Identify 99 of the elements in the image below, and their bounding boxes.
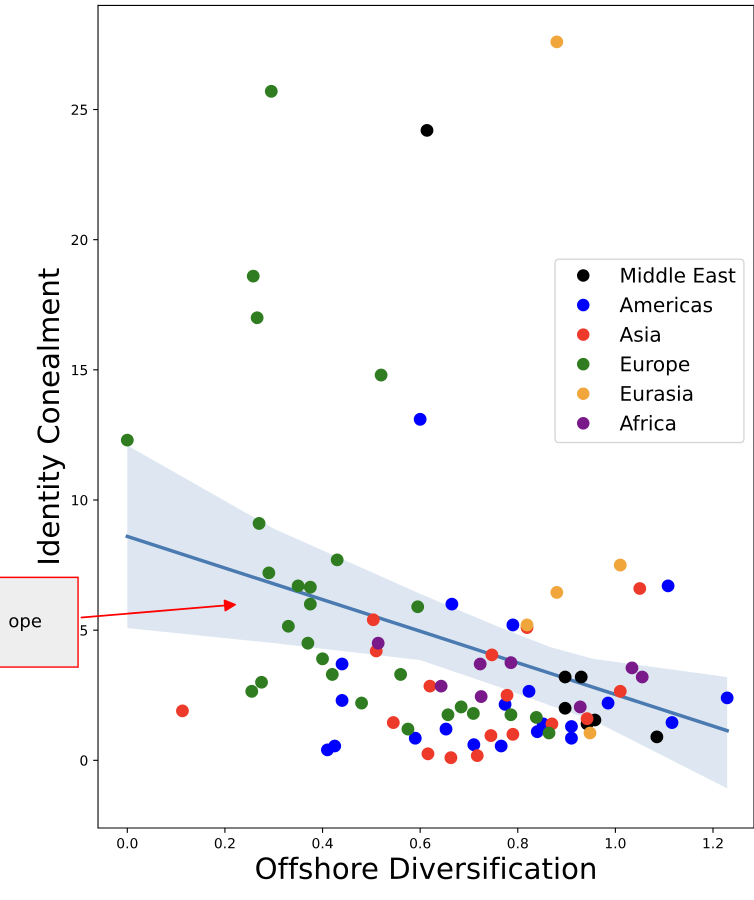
- x-tick-label: 1.0: [606, 838, 626, 848]
- x-tick-label: 0.2: [214, 838, 235, 848]
- point: [255, 676, 268, 689]
- point: [304, 598, 317, 611]
- point: [355, 696, 368, 710]
- point: [650, 730, 664, 744]
- point: [250, 311, 264, 324]
- legend-label: Americas: [620, 296, 712, 312]
- legend-label: Middle East: [621, 267, 736, 283]
- x-tick-label: 0.8: [508, 838, 528, 848]
- point: [626, 662, 638, 674]
- point: [522, 684, 536, 698]
- point: [120, 434, 134, 447]
- y-tick-label: 5: [80, 625, 88, 636]
- point: [326, 668, 339, 681]
- legend-label: Africa: [620, 415, 676, 431]
- point: [504, 656, 518, 670]
- y-tick-label: 25: [72, 104, 88, 115]
- point: [484, 729, 498, 742]
- point: [304, 580, 317, 594]
- point: [434, 680, 448, 693]
- text: ope: [9, 617, 41, 631]
- point: [565, 720, 578, 733]
- point: [424, 680, 436, 693]
- point: [574, 700, 587, 714]
- point: [374, 368, 388, 382]
- point: [466, 707, 480, 720]
- point: [442, 708, 454, 722]
- point: [504, 708, 518, 722]
- point: [584, 726, 596, 740]
- point: [246, 270, 260, 283]
- point: [262, 566, 276, 580]
- point: [662, 580, 674, 592]
- point: [614, 558, 627, 572]
- point: [558, 702, 572, 715]
- point: [500, 688, 514, 702]
- point: [366, 613, 380, 626]
- point: [506, 618, 520, 632]
- point: [330, 553, 344, 566]
- point: [414, 412, 427, 426]
- point: [550, 35, 564, 48]
- point: [408, 732, 422, 745]
- point: [666, 716, 678, 729]
- point: [633, 582, 646, 595]
- x-tick-label: 0.0: [117, 838, 138, 848]
- point: [372, 636, 385, 650]
- point: [720, 691, 734, 704]
- point: [558, 670, 572, 684]
- line-series: [126, 534, 729, 732]
- point: [454, 700, 468, 714]
- point: [444, 751, 458, 764]
- legend-label: Eurasia: [621, 385, 692, 402]
- point: [580, 712, 594, 726]
- point: [394, 668, 408, 681]
- point: [336, 694, 348, 707]
- point: [402, 722, 414, 736]
- point: [420, 124, 434, 137]
- point: [292, 580, 305, 592]
- point: [467, 738, 480, 752]
- point: [486, 648, 498, 662]
- point: [550, 586, 564, 599]
- point: [474, 658, 487, 670]
- point: [328, 740, 342, 752]
- point: [386, 716, 400, 729]
- point: [614, 684, 627, 698]
- x-tick-label: 0.4: [312, 838, 333, 848]
- point: [264, 84, 278, 98]
- point: [411, 600, 424, 614]
- point: [252, 517, 266, 530]
- point: [506, 728, 520, 741]
- point: [565, 732, 578, 745]
- point: [245, 684, 258, 698]
- point: [301, 636, 314, 650]
- point: [530, 710, 543, 724]
- y-tick-label: 0: [80, 755, 88, 766]
- y-tick-label: 10: [72, 494, 88, 506]
- x-tick-label: 1.2: [703, 838, 723, 848]
- point: [494, 740, 508, 752]
- point: [316, 652, 329, 666]
- point: [282, 620, 295, 633]
- point: [520, 618, 534, 632]
- y-tick-label: 15: [72, 364, 88, 376]
- x-tick-label: 0.6: [410, 838, 430, 848]
- point: [542, 726, 556, 740]
- point: [474, 690, 488, 703]
- point: [336, 658, 348, 670]
- legend-label: Asia: [620, 326, 660, 342]
- x-axis-title: Offshore Diversification: [256, 856, 595, 880]
- y-tick-label: 20: [72, 234, 88, 246]
- point: [574, 670, 588, 684]
- point: [422, 747, 434, 760]
- legend-label: Europe: [621, 356, 690, 376]
- point: [176, 704, 189, 718]
- point: [440, 722, 452, 736]
- point: [636, 670, 649, 684]
- point: [445, 598, 458, 611]
- y-axis-title: Identity Conealment: [36, 268, 66, 563]
- point: [602, 696, 614, 710]
- point: [470, 749, 484, 762]
